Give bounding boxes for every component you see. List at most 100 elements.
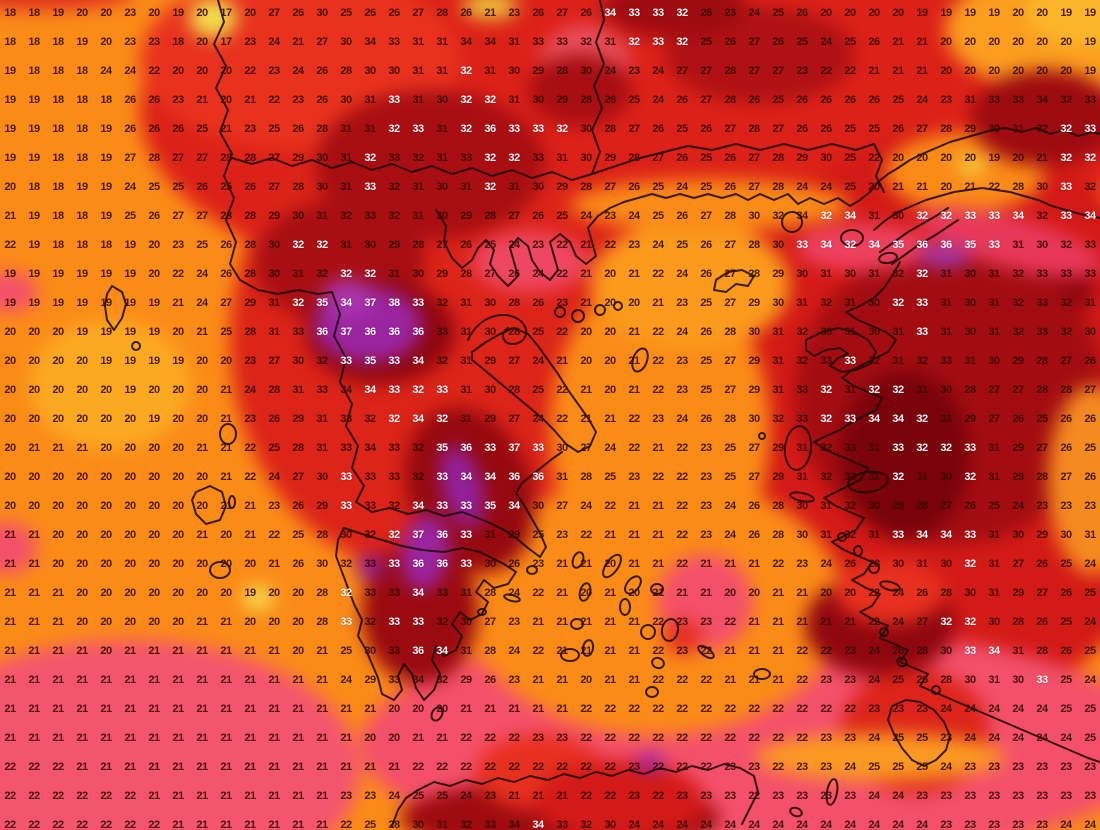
temp-value: 28 [604,123,616,135]
temp-value: 31 [796,471,808,483]
island-kythnos [578,582,592,602]
temp-value: 34 [916,529,928,541]
temp-value: 23 [628,790,640,802]
temp-value: 24 [1036,732,1048,744]
temp-value: 23 [652,413,664,425]
temp-value: 26 [700,413,712,425]
temp-value: 20 [148,268,160,280]
temp-value: 33 [820,326,832,338]
temp-value: 32 [940,442,952,454]
temp-value: 21 [76,732,88,744]
temp-value: 19 [76,297,88,309]
temp-value: 26 [676,210,688,222]
temp-value: 28 [916,645,928,657]
temp-value: 27 [1012,558,1024,570]
temp-value: 23 [532,239,544,251]
temp-value: 30 [1012,529,1024,541]
temp-value: 33 [556,819,568,830]
temp-value: 18 [100,94,112,106]
temp-value: 22 [604,732,616,744]
temp-value: 26 [532,297,544,309]
temp-value: 21 [244,94,256,106]
temp-value: 21 [196,94,208,106]
temp-value: 31 [820,268,832,280]
temp-value: 30 [940,471,952,483]
temp-value: 36 [412,326,424,338]
temp-value: 21 [580,558,592,570]
temp-value: 22 [796,645,808,657]
temp-value: 27 [124,152,136,164]
temp-value: 33 [436,471,448,483]
temp-value: 20 [292,645,304,657]
temp-value: 21 [220,471,232,483]
temp-value: 21 [220,413,232,425]
temp-value: 29 [1012,355,1024,367]
temp-value: 29 [748,384,760,396]
temp-value: 26 [364,7,376,19]
island-paros [640,624,656,640]
temp-value: 27 [700,210,712,222]
temp-value: 21 [772,587,784,599]
temp-value: 34 [508,500,520,512]
temp-value: 23 [796,790,808,802]
temp-value: 21 [124,703,136,715]
temp-value: 18 [52,152,64,164]
temp-value: 26 [484,674,496,686]
temp-value: 36 [916,239,928,251]
temp-value: 33 [964,210,976,222]
temp-value: 21 [268,761,280,773]
temp-value: 20 [172,558,184,570]
temp-value: 28 [412,239,424,251]
temp-value: 23 [1036,819,1048,830]
temp-value: 21 [172,790,184,802]
temp-value: 25 [340,7,352,19]
temp-value: 20 [148,239,160,251]
temp-value: 34 [532,819,544,830]
island-lefkada [219,423,237,445]
temp-value: 22 [796,703,808,715]
temp-value: 21 [340,732,352,744]
temp-value: 26 [628,181,640,193]
temp-value: 30 [604,819,616,830]
temp-value: 21 [268,674,280,686]
island-kos [879,580,901,592]
temp-value: 22 [844,65,856,77]
temp-value: 24 [340,674,352,686]
temp-value: 35 [484,500,496,512]
temp-value: 34 [604,7,616,19]
temp-value: 23 [124,36,136,48]
temp-value: 21 [388,761,400,773]
temp-value: 24 [676,413,688,425]
temp-value: 20 [148,558,160,570]
temp-value: 33 [964,442,976,454]
temp-value: 33 [1060,181,1072,193]
temp-value: 20 [820,7,832,19]
temp-value: 31 [940,297,952,309]
temp-value: 21 [28,558,40,570]
temp-value: 19 [124,326,136,338]
island-tilos [896,656,908,668]
temp-value: 24 [652,819,664,830]
temp-value: 19 [124,268,136,280]
temp-value: 20 [412,703,424,715]
temp-value: 20 [724,587,736,599]
temp-value: 26 [580,7,592,19]
temp-value: 27 [724,239,736,251]
temp-value: 32 [388,500,400,512]
temp-value: 20 [28,500,40,512]
temp-value: 20 [820,587,832,599]
temp-value: 31 [436,819,448,830]
temp-value: 23 [820,761,832,773]
temp-value: 29 [964,123,976,135]
temp-value: 23 [1012,761,1024,773]
border-albania [213,0,333,295]
temp-value: 21 [892,65,904,77]
temp-value: 24 [292,65,304,77]
temp-value: 29 [748,355,760,367]
temp-value: 20 [52,529,64,541]
temp-value: 20 [4,384,16,396]
temp-value: 20 [628,297,640,309]
island-amorgos [697,644,715,660]
temp-value: 33 [388,355,400,367]
temp-value: 21 [76,761,88,773]
